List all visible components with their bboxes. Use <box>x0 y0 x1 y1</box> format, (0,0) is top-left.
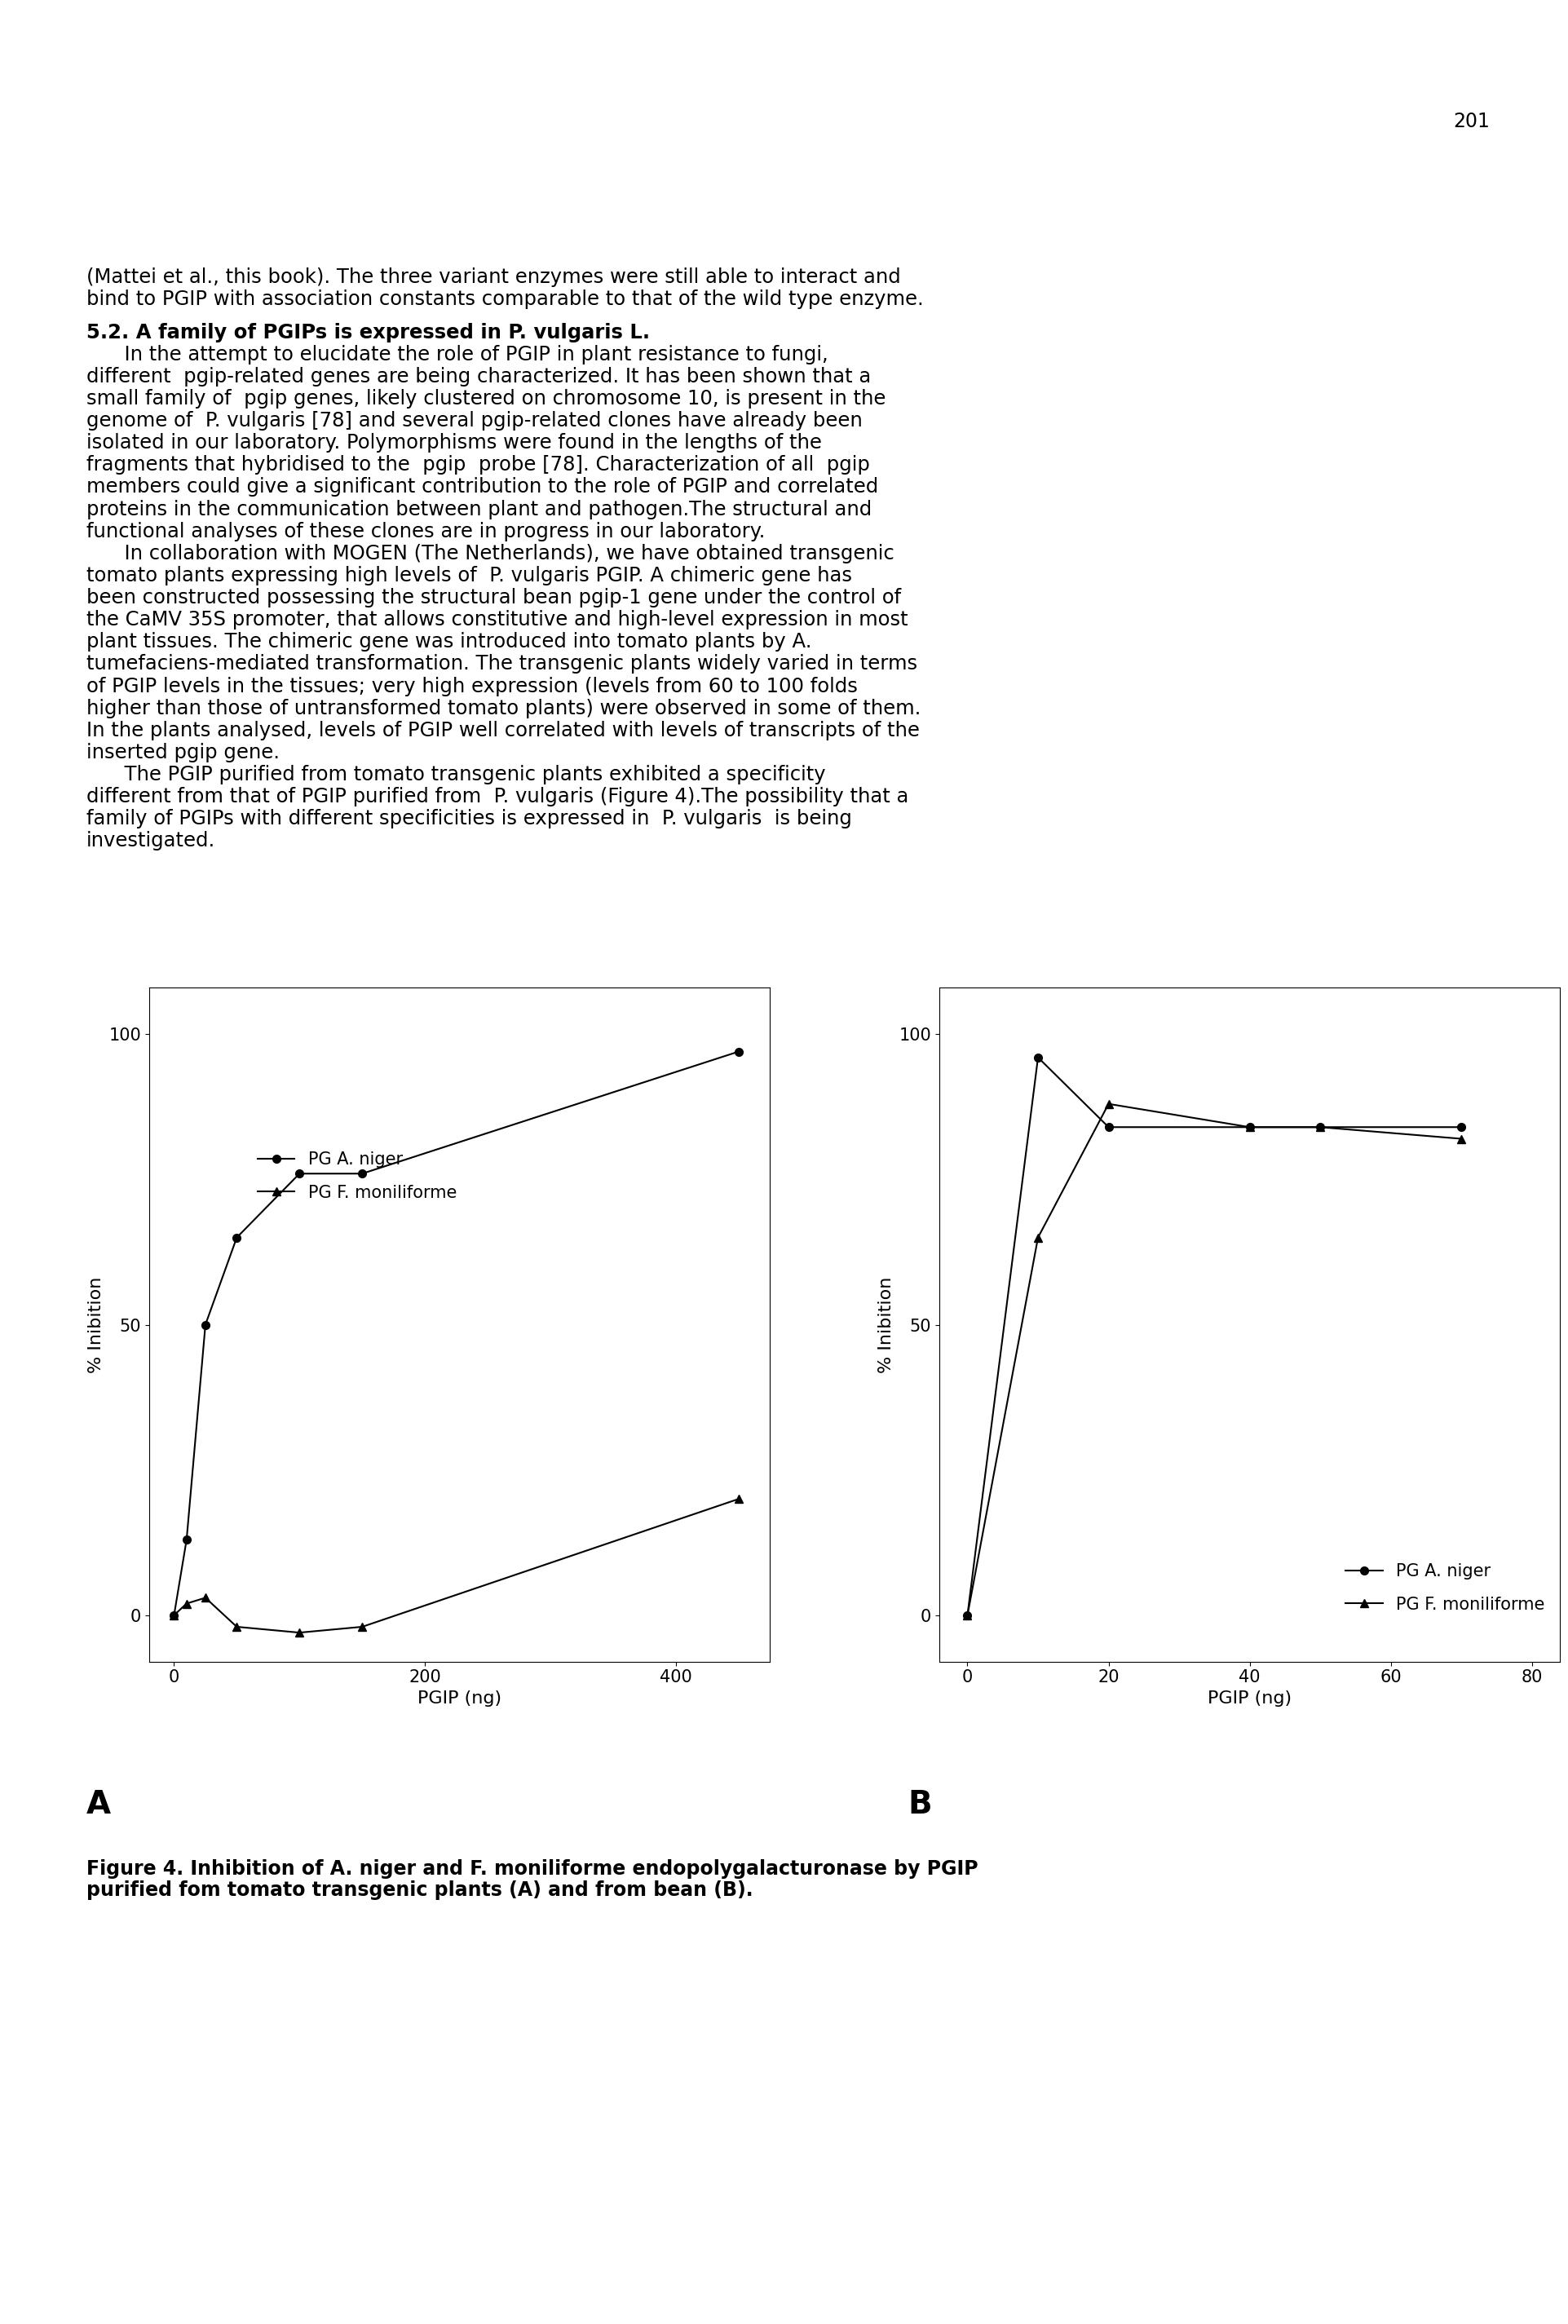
Text: proteins in the communication between plant and pathogen.The structural and: proteins in the communication between pl… <box>86 500 872 518</box>
PG A. niger <box>958 1601 977 1629</box>
PG F. moniliforme <box>353 1613 372 1641</box>
PG F. moniliforme <box>958 1601 977 1629</box>
PG F. moniliforme <box>165 1601 183 1629</box>
Line: PG F. moniliforme: PG F. moniliforme <box>963 1099 1466 1620</box>
PG A. niger <box>1311 1113 1330 1141</box>
PG A. niger <box>165 1601 183 1629</box>
Text: plant tissues. The chimeric gene was introduced into tomato plants by A.: plant tissues. The chimeric gene was int… <box>86 632 812 651</box>
PG F. moniliforme <box>227 1613 246 1641</box>
Legend: PG A. niger, PG F. moniliforme: PG A. niger, PG F. moniliforme <box>251 1143 464 1208</box>
Text: In collaboration with MOGEN (The Netherlands), we have obtained transgenic: In collaboration with MOGEN (The Netherl… <box>86 544 894 562</box>
PG A. niger <box>353 1160 372 1188</box>
PG F. moniliforme <box>177 1590 196 1618</box>
PG A. niger <box>177 1527 196 1555</box>
Text: different from that of PGIP purified from  P. vulgaris (Figure 4).The possibilit: different from that of PGIP purified fro… <box>86 788 908 806</box>
Text: functional analyses of these clones are in progress in our laboratory.: functional analyses of these clones are … <box>86 521 765 541</box>
Legend: PG A. niger, PG F. moniliforme: PG A. niger, PG F. moniliforme <box>1339 1557 1552 1620</box>
Text: A: A <box>86 1789 111 1820</box>
Line: PG F. moniliforme: PG F. moniliforme <box>169 1494 743 1636</box>
Text: isolated in our laboratory. Polymorphisms were found in the lengths of the: isolated in our laboratory. Polymorphism… <box>86 432 822 453</box>
Y-axis label: % Inibition: % Inibition <box>878 1276 894 1373</box>
Text: In the plants analysed, levels of PGIP well correlated with levels of transcript: In the plants analysed, levels of PGIP w… <box>86 720 919 741</box>
PG F. moniliforme <box>1311 1113 1330 1141</box>
PG A. niger <box>1240 1113 1259 1141</box>
Text: members could give a significant contribution to the role of PGIP and correlated: members could give a significant contrib… <box>86 476 878 497</box>
Text: small family of  pgip genes, likely clustered on chromosome 10, is present in th: small family of pgip genes, likely clust… <box>86 388 886 409</box>
PG F. moniliforme <box>1099 1090 1118 1118</box>
Line: PG A. niger: PG A. niger <box>963 1053 1466 1620</box>
X-axis label: PGIP (ng): PGIP (ng) <box>417 1690 502 1706</box>
Line: PG A. niger: PG A. niger <box>169 1048 743 1620</box>
PG F. moniliforme <box>1240 1113 1259 1141</box>
Text: family of PGIPs with different specificities is expressed in  P. vulgaris  is be: family of PGIPs with different specifici… <box>86 809 851 830</box>
Text: fragments that hybridised to the  pgip  probe [78]. Characterization of all  pgi: fragments that hybridised to the pgip pr… <box>86 456 870 474</box>
PG A. niger <box>1029 1043 1047 1071</box>
Text: 5.2. A family of PGIPs is expressed in P. vulgaris L.: 5.2. A family of PGIPs is expressed in P… <box>86 323 649 342</box>
Text: The PGIP purified from tomato transgenic plants exhibited a specificity: The PGIP purified from tomato transgenic… <box>86 765 825 786</box>
Text: B: B <box>908 1789 931 1820</box>
Text: tumefaciens-mediated transformation. The transgenic plants widely varied in term: tumefaciens-mediated transformation. The… <box>86 655 917 674</box>
PG F. moniliforme <box>290 1620 309 1648</box>
PG F. moniliforme <box>1452 1125 1471 1153</box>
Text: bind to PGIP with association constants comparable to that of the wild type enzy: bind to PGIP with association constants … <box>86 290 924 309</box>
Text: Figure 4. Inhibition of A. niger and F. moniliforme endopolygalacturonase by PGI: Figure 4. Inhibition of A. niger and F. … <box>86 1859 978 1878</box>
Text: inserted pgip gene.: inserted pgip gene. <box>86 744 279 762</box>
PG A. niger <box>729 1039 748 1067</box>
Text: tomato plants expressing high levels of  P. vulgaris PGIP. A chimeric gene has: tomato plants expressing high levels of … <box>86 565 851 586</box>
PG F. moniliforme <box>1029 1225 1047 1253</box>
X-axis label: PGIP (ng): PGIP (ng) <box>1207 1690 1292 1706</box>
PG A. niger <box>1452 1113 1471 1141</box>
PG F. moniliforme <box>729 1485 748 1513</box>
Text: been constructed possessing the structural bean pgip-1 gene under the control of: been constructed possessing the structur… <box>86 588 902 607</box>
PG A. niger <box>1099 1113 1118 1141</box>
Text: genome of  P. vulgaris [78] and several pgip-related clones have already been: genome of P. vulgaris [78] and several p… <box>86 411 862 430</box>
Text: In the attempt to elucidate the role of PGIP in plant resistance to fungi,: In the attempt to elucidate the role of … <box>86 344 828 365</box>
Text: purified fom tomato transgenic plants (A) and from bean (B).: purified fom tomato transgenic plants (A… <box>86 1880 753 1899</box>
PG A. niger <box>196 1311 215 1339</box>
PG A. niger <box>227 1225 246 1253</box>
Text: 201: 201 <box>1454 112 1490 130</box>
Y-axis label: % Inibition: % Inibition <box>88 1276 103 1373</box>
Text: higher than those of untransformed tomato plants) were observed in some of them.: higher than those of untransformed tomat… <box>86 700 920 718</box>
Text: the CaMV 35S promoter, that allows constitutive and high-level expression in mos: the CaMV 35S promoter, that allows const… <box>86 611 908 630</box>
Text: different  pgip-related genes are being characterized. It has been shown that a: different pgip-related genes are being c… <box>86 367 870 386</box>
Text: (Mattei et al., this book). The three variant enzymes were still able to interac: (Mattei et al., this book). The three va… <box>86 267 900 286</box>
PG F. moniliforme <box>196 1585 215 1613</box>
Text: investigated.: investigated. <box>86 832 215 851</box>
PG A. niger <box>290 1160 309 1188</box>
Text: of PGIP levels in the tissues; very high expression (levels from 60 to 100 folds: of PGIP levels in the tissues; very high… <box>86 676 858 695</box>
